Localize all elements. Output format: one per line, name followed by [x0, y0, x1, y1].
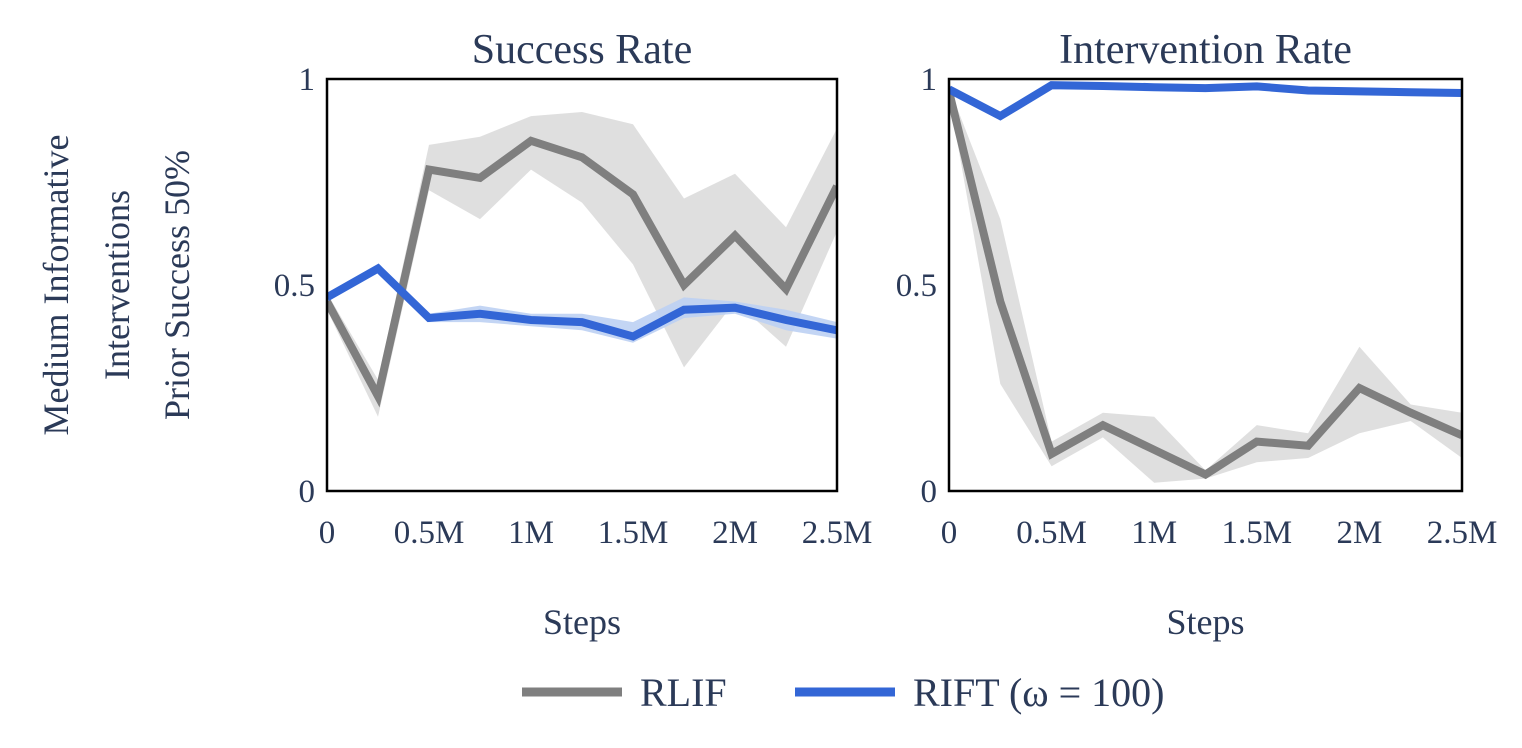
rlif-series-line [949, 90, 1462, 480]
x-tick-label: 1M [1131, 515, 1177, 551]
y-tick-label: 1 [299, 62, 316, 98]
y-tick-label: 0.5 [274, 268, 315, 304]
y-tick-label: 0.5 [896, 268, 937, 304]
legend: RLIF RIFT (ω = 100) [522, 670, 1164, 715]
row-label: Medium Informative Interventions Prior S… [36, 135, 197, 436]
legend-label-rlif: RLIF [640, 670, 727, 715]
row-label-line-2: Interventions [97, 190, 137, 380]
legend-label-rift: RIFT (ω = 100) [913, 670, 1164, 715]
y-tick-label: 1 [921, 62, 938, 98]
rift-series-line [327, 263, 837, 341]
row-label-line-1: Medium Informative [36, 135, 76, 436]
rlif-series-line [327, 136, 837, 408]
x-tick-label: 2M [1336, 515, 1382, 551]
rift-series-line [949, 81, 1462, 121]
x-tick-label: 1M [508, 515, 554, 551]
plot-frame [325, 77, 839, 493]
x-tick-label: 0 [941, 515, 958, 551]
x-tick-label: 2.5M [1427, 515, 1498, 551]
x-tick-label: 0.5M [1016, 515, 1087, 551]
rlif-confidence-band [327, 112, 837, 417]
x-tick-label: 1.5M [1222, 515, 1293, 551]
x-axis-label: Steps [1166, 602, 1244, 642]
y-tick-label: 0 [299, 474, 316, 510]
intervention-rate-panel: Intervention Rate 0 0.5 1 0 0.5M 1M 1.5M 2M 2.5M S… [896, 27, 1498, 642]
chart-title: Success Rate [472, 27, 692, 73]
x-tick-label: 1.5M [598, 515, 669, 551]
x-tick-label: 0.5M [394, 515, 465, 551]
y-tick-label: 0 [921, 474, 938, 510]
x-axis-label: Steps [543, 602, 621, 642]
x-tick-label: 2.5M [802, 515, 873, 551]
success-rate-panel: Success Rate 0 0.5 1 0 0.5M 1M 1.5M 2M 2.5M Steps [274, 27, 873, 642]
plot-area [949, 81, 1462, 483]
rlif-confidence-band [949, 87, 1462, 483]
x-tick-label: 0 [319, 515, 336, 551]
x-tick-label: 2M [712, 515, 758, 551]
row-label-line-3: Prior Success 50% [157, 150, 197, 420]
plot-area [327, 112, 837, 417]
plot-frame [947, 77, 1464, 493]
chart-title: Intervention Rate [1059, 27, 1352, 73]
